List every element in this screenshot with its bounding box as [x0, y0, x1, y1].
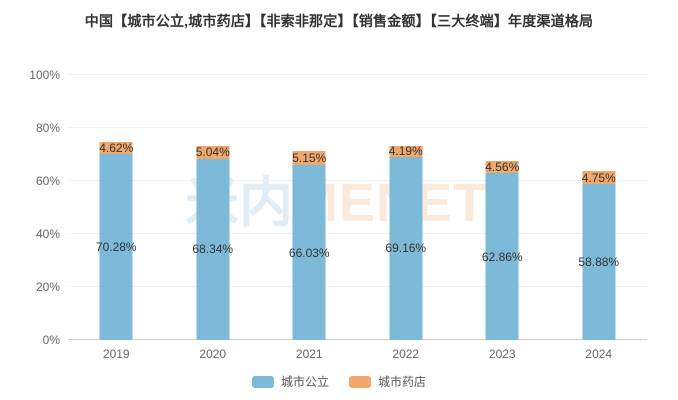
- data-label-pharmacy: 5.15%: [292, 151, 327, 166]
- y-tick-label: 100%: [29, 68, 60, 82]
- x-tick-label: 2020: [199, 347, 227, 361]
- bar-segment-public-hospital[interactable]: [389, 156, 423, 340]
- bar-group-2022: 69.16% 4.19%: [385, 75, 426, 340]
- data-label-public-hospital: 68.34%: [192, 242, 234, 257]
- data-label-pharmacy: 4.56%: [485, 160, 520, 175]
- bar-group-2024: 58.88% 4.75%: [578, 75, 619, 340]
- data-label-public-hospital: 70.28%: [95, 239, 137, 254]
- bar-segment-pharmacy[interactable]: [196, 145, 230, 159]
- data-label-public-hospital: 66.03%: [288, 245, 330, 260]
- plot-area: 70.28% 4.62% 68.34% 5.04% 66.03% 5.15% 69.16% 4…: [68, 74, 647, 340]
- y-tick-label: 0%: [42, 333, 60, 347]
- data-label-public-hospital: 58.88%: [578, 254, 620, 269]
- bar-group-2023: 62.86% 4.56%: [482, 75, 523, 340]
- bar-segment-public-hospital[interactable]: [196, 158, 230, 340]
- gridline: [68, 127, 647, 128]
- bar-group-2019: 70.28% 4.62%: [96, 75, 137, 340]
- data-label-public-hospital: 69.16%: [385, 241, 427, 256]
- legend-item-pharmacy[interactable]: 城市药店: [349, 373, 426, 390]
- bar-segment-pharmacy[interactable]: [292, 151, 326, 166]
- y-tick-label: 80%: [35, 121, 60, 135]
- bar-group-2021: 66.03% 5.15%: [289, 75, 330, 340]
- chart-title: 中国【城市公立,城市药店】【非索非那定】【销售金额】【三大终端】年度渠道格局: [84, 13, 594, 29]
- y-tick-label: 60%: [35, 174, 60, 188]
- bar-segment-pharmacy[interactable]: [582, 171, 616, 184]
- gridline: [68, 74, 647, 75]
- y-tick-label: 20%: [35, 280, 60, 294]
- x-tick-label: 2024: [585, 347, 613, 361]
- bar-group-2020: 68.34% 5.04%: [192, 75, 233, 340]
- x-tick-label: 2019: [102, 347, 130, 361]
- data-label-pharmacy: 4.19%: [388, 144, 423, 159]
- x-axis-labels: 2019 2020 2021 2022 2023 2024: [68, 347, 647, 363]
- legend: 城市公立 城市药店: [0, 373, 678, 390]
- legend-swatch-icon: [251, 375, 274, 388]
- legend-label: 城市公立: [280, 375, 329, 389]
- bar-segment-pharmacy[interactable]: [485, 161, 519, 174]
- legend-label: 城市药店: [378, 375, 427, 389]
- gridline: [68, 233, 647, 234]
- bar-segment-public-hospital[interactable]: [292, 165, 326, 340]
- legend-item-public-hospital[interactable]: 城市公立: [251, 373, 329, 390]
- gridline: [68, 286, 647, 287]
- data-label-pharmacy: 4.75%: [581, 170, 616, 185]
- y-axis-labels: 0% 20% 40% 60% 80% 100%: [0, 68, 60, 347]
- y-tick-label: 40%: [35, 227, 60, 241]
- bar-segment-public-hospital[interactable]: [99, 153, 133, 340]
- x-axis-line: [68, 339, 647, 340]
- data-label-pharmacy: 4.62%: [99, 140, 134, 155]
- gridline: [68, 180, 647, 181]
- bar-segment-pharmacy[interactable]: [99, 141, 133, 154]
- x-tick-label: 2022: [392, 347, 420, 361]
- data-label-public-hospital: 62.86%: [481, 249, 523, 264]
- x-tick-label: 2021: [295, 347, 323, 361]
- bar-segment-pharmacy[interactable]: [389, 145, 423, 157]
- bar-segment-public-hospital[interactable]: [485, 173, 519, 340]
- data-label-pharmacy: 5.04%: [195, 145, 230, 160]
- x-tick-label: 2023: [488, 347, 516, 361]
- legend-swatch-icon: [349, 375, 371, 388]
- bar-segment-public-hospital[interactable]: [582, 183, 616, 340]
